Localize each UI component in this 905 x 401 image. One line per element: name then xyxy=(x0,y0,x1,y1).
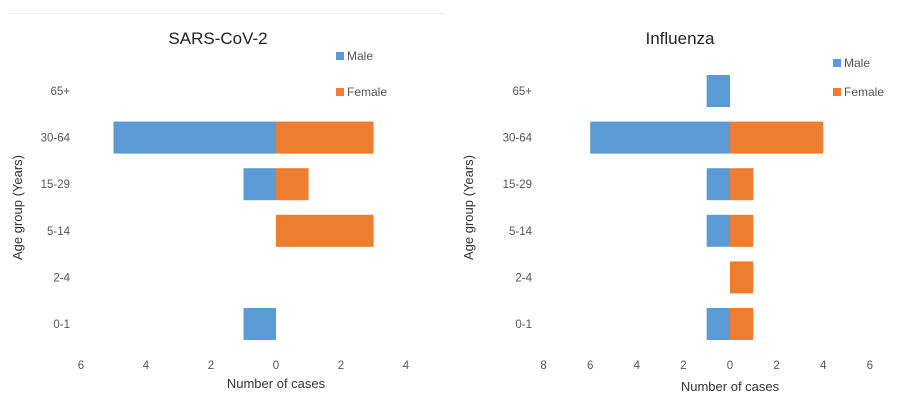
legend-label-male: Male xyxy=(347,49,373,63)
y-axis-title: Age group (Years) xyxy=(461,155,476,260)
category-label: 5-14 xyxy=(47,226,71,238)
category-label: 30-64 xyxy=(41,133,71,145)
chart-title: Influenza xyxy=(646,29,716,48)
legend-swatch-female xyxy=(833,88,841,96)
bar-female xyxy=(730,168,754,201)
legend-label-female: Female xyxy=(844,85,884,99)
x-tick-label: 2 xyxy=(208,360,214,372)
category-label: 65+ xyxy=(512,86,532,98)
category-label: 2-4 xyxy=(53,272,70,284)
category-label: 0-1 xyxy=(515,319,532,331)
bar-female xyxy=(276,168,309,201)
category-label: 65+ xyxy=(50,86,70,98)
bar-male xyxy=(243,308,276,340)
x-tick-label: 6 xyxy=(587,360,593,372)
bar-female xyxy=(730,214,754,247)
category-label: 15-29 xyxy=(503,179,532,191)
bar-female xyxy=(730,308,754,340)
x-tick-label: 6 xyxy=(78,360,84,372)
category-label: 15-29 xyxy=(41,179,70,191)
bar-male xyxy=(706,75,730,107)
category-label: 30-64 xyxy=(503,133,533,145)
x-axis-title: Number of cases xyxy=(227,376,326,391)
x-tick-label: 4 xyxy=(143,360,150,372)
x-tick-label: 2 xyxy=(773,360,779,372)
bar-female xyxy=(276,121,374,154)
x-tick-label: 0 xyxy=(273,360,279,372)
x-tick-label: 4 xyxy=(634,360,641,372)
x-tick-label: 4 xyxy=(820,360,827,372)
x-tick-label: 4 xyxy=(403,360,410,372)
x-tick-label: 6 xyxy=(867,360,873,372)
category-label: 5-14 xyxy=(509,226,533,238)
bar-male xyxy=(706,308,730,340)
bar-female xyxy=(730,121,824,154)
top-divider xyxy=(8,13,445,14)
y-axis-title: Age group (Years) xyxy=(10,155,25,260)
bar-male xyxy=(590,121,730,154)
legend-label-male: Male xyxy=(844,56,870,70)
bar-female xyxy=(276,214,374,247)
category-label: 0-1 xyxy=(53,319,70,331)
chart-title: SARS-CoV-2 xyxy=(168,29,267,48)
bar-male xyxy=(113,121,276,154)
x-tick-label: 2 xyxy=(338,360,344,372)
bar-male xyxy=(706,214,730,247)
legend-swatch-male xyxy=(833,59,841,67)
x-tick-label: 0 xyxy=(727,360,733,372)
bar-female xyxy=(730,261,754,294)
x-tick-label: 2 xyxy=(680,360,686,372)
x-tick-label: 8 xyxy=(540,360,546,372)
bar-male xyxy=(243,168,276,201)
legend-label-female: Female xyxy=(347,85,387,99)
category-label: 2-4 xyxy=(515,272,532,284)
bar-male xyxy=(706,168,730,201)
legend-swatch-female xyxy=(336,88,344,96)
x-axis-title: Number of cases xyxy=(681,379,780,394)
legend-swatch-male xyxy=(336,52,344,60)
